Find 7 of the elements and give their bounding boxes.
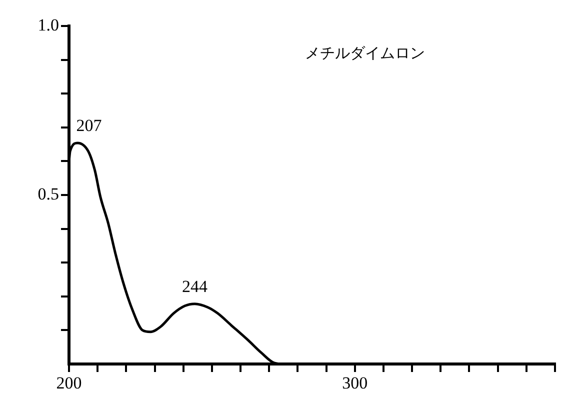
annotation: 244 xyxy=(182,276,208,296)
text: メチルダイムロン xyxy=(305,44,425,62)
y-tick-label: 0.5 xyxy=(38,184,59,204)
y-tick-label: 1.0 xyxy=(38,15,59,34)
annotation: 207 xyxy=(76,116,102,135)
x-tick-label: 200 xyxy=(56,374,82,393)
x-tick-label: 300 xyxy=(342,374,368,393)
